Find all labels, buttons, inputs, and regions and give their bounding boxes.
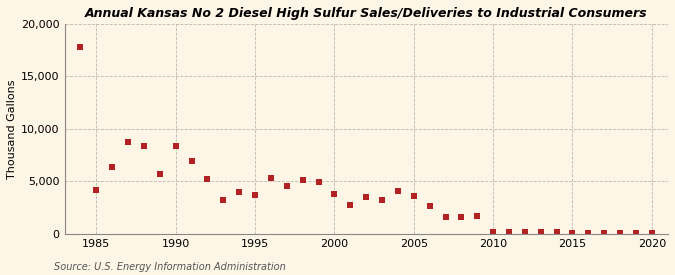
Title: Annual Kansas No 2 Diesel High Sulfur Sales/Deliveries to Industrial Consumers: Annual Kansas No 2 Diesel High Sulfur Sa… <box>85 7 647 20</box>
Y-axis label: Thousand Gallons: Thousand Gallons <box>7 79 17 179</box>
Text: Source: U.S. Energy Information Administration: Source: U.S. Energy Information Administ… <box>54 262 286 272</box>
